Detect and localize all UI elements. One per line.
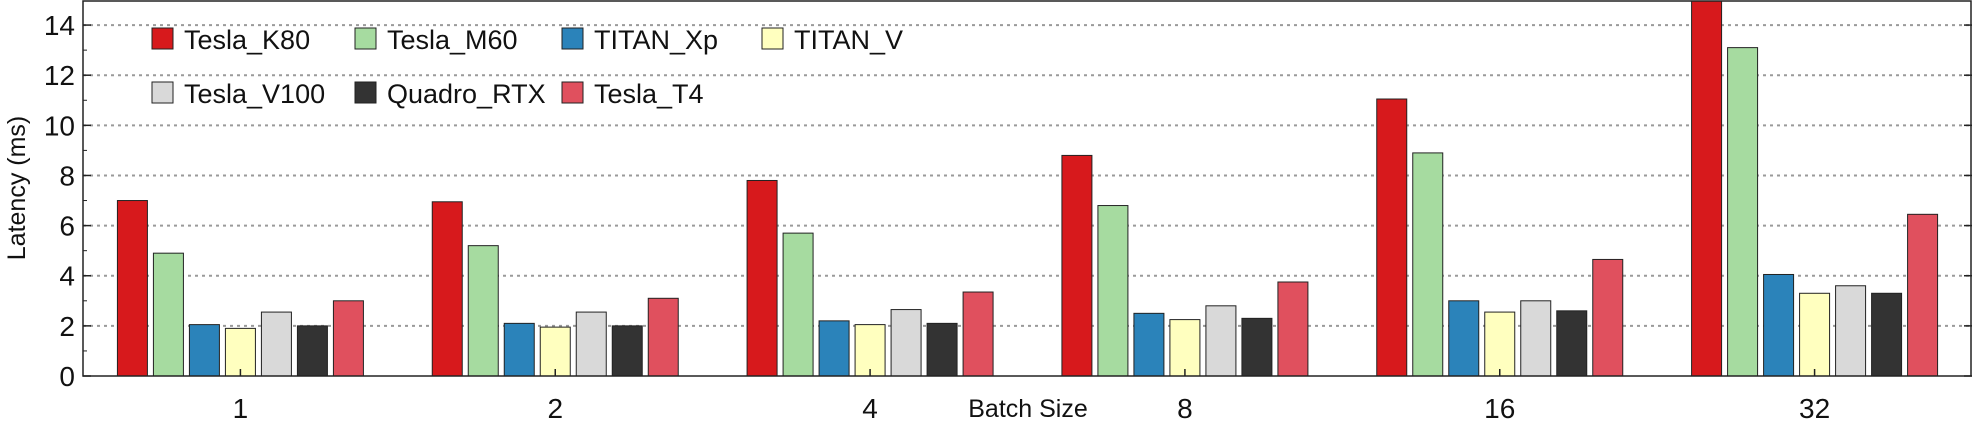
- bar-titan-v-batch-1: [224, 327, 256, 377]
- legend-label-tesla-v100: Tesla_V100: [184, 79, 325, 109]
- x-axis-title: Batch Size: [968, 395, 1088, 423]
- bar-titan-v-batch-8: [1169, 319, 1201, 377]
- bar-titan-xp-batch-2: [503, 322, 535, 377]
- x-tick-label: 8: [1177, 393, 1193, 424]
- legend-swatch-titan-xp: [561, 27, 584, 50]
- bar-tesla-m60-batch-2: [467, 245, 499, 377]
- plot-frame: [82, 0, 1972, 377]
- legend-swatch-titan-v: [761, 27, 784, 50]
- bar-tesla-k80-batch-16: [1376, 98, 1408, 377]
- bar-tesla-k80-batch-32: [1691, 0, 1723, 377]
- y-tick-label: 6: [59, 211, 75, 242]
- bar-tesla-v100-batch-8: [1205, 305, 1237, 377]
- bar-titan-v-batch-2: [539, 326, 571, 377]
- legend-swatch-tesla-m60: [354, 27, 377, 50]
- bar-tesla-v100-batch-1: [260, 311, 292, 377]
- legend-swatch-quadro-rtx: [354, 81, 377, 104]
- legend-swatch-tesla-t4: [561, 81, 584, 104]
- bar-titan-xp-batch-16: [1448, 300, 1480, 377]
- bar-tesla-m60-batch-8: [1097, 205, 1129, 377]
- bar-tesla-v100-batch-4: [890, 309, 922, 377]
- bars: [116, 0, 1939, 377]
- bar-tesla-t4-batch-16: [1592, 258, 1624, 377]
- y-axis-title: Latency (ms): [3, 116, 31, 260]
- legend-swatch-tesla-v100: [151, 81, 174, 104]
- bar-titan-v-batch-32: [1799, 292, 1831, 377]
- bar-titan-xp-batch-32: [1763, 273, 1795, 377]
- legend-label-tesla-t4: Tesla_T4: [594, 79, 704, 109]
- gridlines: [83, 24, 1972, 327]
- bar-tesla-k80-batch-8: [1061, 154, 1093, 377]
- bar-tesla-m60-batch-32: [1727, 47, 1759, 377]
- y-tick-label: 4: [59, 261, 75, 292]
- x-tick-label: 4: [862, 393, 878, 424]
- bar-tesla-v100-batch-16: [1520, 300, 1552, 377]
- bar-titan-v-batch-16: [1484, 311, 1516, 377]
- bar-tesla-m60-batch-16: [1412, 152, 1444, 377]
- x-axis-ticks: 1 2 4 8 16 32: [233, 369, 1830, 424]
- bar-tesla-m60-batch-4: [782, 232, 814, 377]
- legend-label-titan-v: TITAN_V: [794, 25, 903, 55]
- bar-quadro-rtx-batch-16: [1556, 310, 1588, 377]
- legend: Tesla_K80 Tesla_M60 TITAN_Xp TITAN_V Tesla_V…: [151, 25, 903, 109]
- bar-tesla-k80-batch-4: [746, 179, 778, 377]
- bar-tesla-t4-batch-32: [1907, 213, 1939, 377]
- y-axis-ticks: 0 2 4 6 8 10 12 14: [44, 10, 1972, 392]
- bar-tesla-k80-batch-1: [116, 200, 148, 377]
- bar-tesla-v100-batch-32: [1835, 285, 1867, 377]
- bar-tesla-t4-batch-8: [1277, 281, 1309, 377]
- bar-titan-v-batch-4: [854, 324, 886, 377]
- legend-swatch-tesla-k80: [151, 27, 174, 50]
- x-tick-label: 32: [1799, 393, 1830, 424]
- bar-quadro-rtx-batch-1: [296, 325, 328, 377]
- y-tick-label: 8: [59, 160, 75, 191]
- legend-label-tesla-m60: Tesla_M60: [387, 25, 518, 55]
- bar-tesla-m60-batch-1: [152, 252, 184, 377]
- x-tick-label: 16: [1484, 393, 1515, 424]
- y-tick-label: 10: [44, 110, 75, 141]
- bar-quadro-rtx-batch-4: [926, 322, 958, 377]
- bar-tesla-v100-batch-2: [575, 311, 607, 377]
- bar-quadro-rtx-batch-8: [1241, 317, 1273, 377]
- legend-label-tesla-k80: Tesla_K80: [184, 25, 310, 55]
- bar-tesla-t4-batch-2: [647, 297, 679, 377]
- bar-quadro-rtx-batch-32: [1871, 292, 1903, 377]
- bar-tesla-t4-batch-4: [962, 291, 994, 377]
- x-tick-label: 2: [547, 393, 563, 424]
- bar-titan-xp-batch-4: [818, 320, 850, 377]
- legend-label-titan-xp: TITAN_Xp: [594, 25, 718, 55]
- bar-tesla-t4-batch-1: [332, 300, 364, 377]
- bar-quadro-rtx-batch-2: [611, 325, 643, 377]
- y-tick-label: 14: [44, 10, 75, 41]
- bar-tesla-k80-batch-2: [431, 201, 463, 377]
- y-tick-label: 0: [59, 361, 75, 392]
- bar-titan-xp-batch-8: [1133, 312, 1165, 377]
- bar-titan-xp-batch-1: [188, 324, 220, 377]
- y-tick-label: 2: [59, 311, 75, 342]
- y-tick-label: 12: [44, 60, 75, 91]
- x-tick-label: 1: [233, 393, 249, 424]
- legend-label-quadro-rtx: Quadro_RTX: [387, 79, 546, 109]
